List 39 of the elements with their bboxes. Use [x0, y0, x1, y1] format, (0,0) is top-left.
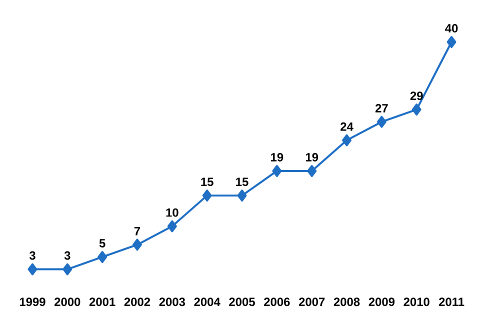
x-tick-label: 1999: [20, 298, 46, 306]
x-tick-label: 2009: [368, 298, 395, 306]
point: [412, 104, 422, 116]
data-label: 7: [134, 226, 140, 236]
x-tick-label: 2010: [404, 298, 430, 306]
point: [202, 190, 212, 202]
point: [62, 263, 72, 276]
x-tick-label: 2000: [54, 298, 80, 306]
data-label: 10: [166, 208, 178, 217]
x-tick-label: 2007: [298, 298, 325, 306]
data-label: 19: [271, 153, 284, 162]
data-label: 24: [340, 122, 354, 131]
data-label: 5: [99, 239, 106, 248]
x-tick-label: 2004: [194, 298, 220, 306]
point: [272, 165, 282, 177]
x-tick-label: 2002: [124, 298, 150, 306]
data-label: 15: [201, 178, 214, 186]
data-label: 40: [445, 24, 458, 32]
data-label: 3: [64, 251, 70, 260]
data-label: 19: [306, 153, 318, 162]
data-label: 3: [29, 251, 36, 260]
data-label: 15: [236, 178, 248, 186]
point: [167, 220, 177, 232]
x-tick-label: 2001: [89, 298, 116, 306]
point: [376, 116, 386, 128]
point: [98, 251, 108, 263]
point: [237, 190, 247, 202]
point: [342, 134, 352, 146]
data-label: 27: [375, 104, 388, 112]
data-label: 29: [410, 92, 423, 100]
x-tick-label: 2003: [159, 298, 186, 306]
x-tick-label: 2005: [229, 298, 255, 306]
x-tick-label: 2006: [264, 298, 290, 306]
x-tick-label: 2011: [438, 298, 464, 306]
point: [28, 263, 38, 276]
x-tick-label: 2008: [334, 298, 360, 306]
point: [132, 238, 142, 251]
point: [446, 36, 456, 48]
point: [307, 165, 317, 177]
